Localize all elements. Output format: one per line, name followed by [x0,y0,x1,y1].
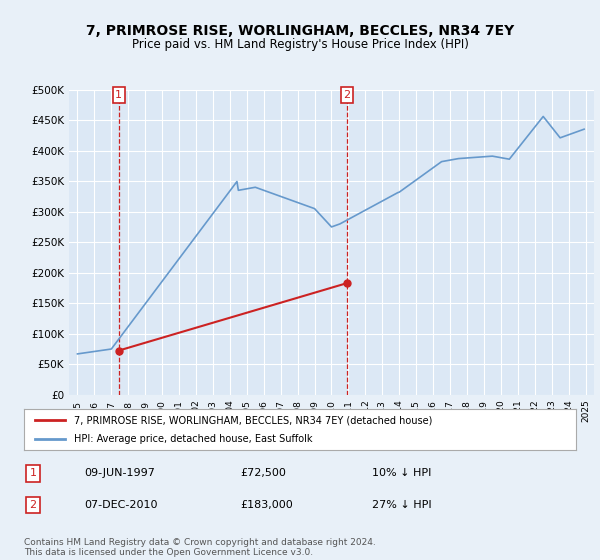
Text: 07-DEC-2010: 07-DEC-2010 [84,500,157,510]
Text: 1: 1 [29,468,37,478]
Text: 09-JUN-1997: 09-JUN-1997 [84,468,155,478]
Text: Contains HM Land Registry data © Crown copyright and database right 2024.
This d: Contains HM Land Registry data © Crown c… [24,538,376,557]
Text: 27% ↓ HPI: 27% ↓ HPI [372,500,431,510]
Text: 7, PRIMROSE RISE, WORLINGHAM, BECCLES, NR34 7EY (detached house): 7, PRIMROSE RISE, WORLINGHAM, BECCLES, N… [74,416,432,425]
Text: HPI: Average price, detached house, East Suffolk: HPI: Average price, detached house, East… [74,434,312,444]
Text: 10% ↓ HPI: 10% ↓ HPI [372,468,431,478]
Text: Price paid vs. HM Land Registry's House Price Index (HPI): Price paid vs. HM Land Registry's House … [131,38,469,51]
Text: 2: 2 [344,90,350,100]
Text: £72,500: £72,500 [240,468,286,478]
Text: £183,000: £183,000 [240,500,293,510]
Text: 7, PRIMROSE RISE, WORLINGHAM, BECCLES, NR34 7EY: 7, PRIMROSE RISE, WORLINGHAM, BECCLES, N… [86,24,514,38]
Text: 2: 2 [29,500,37,510]
Text: 1: 1 [115,90,122,100]
